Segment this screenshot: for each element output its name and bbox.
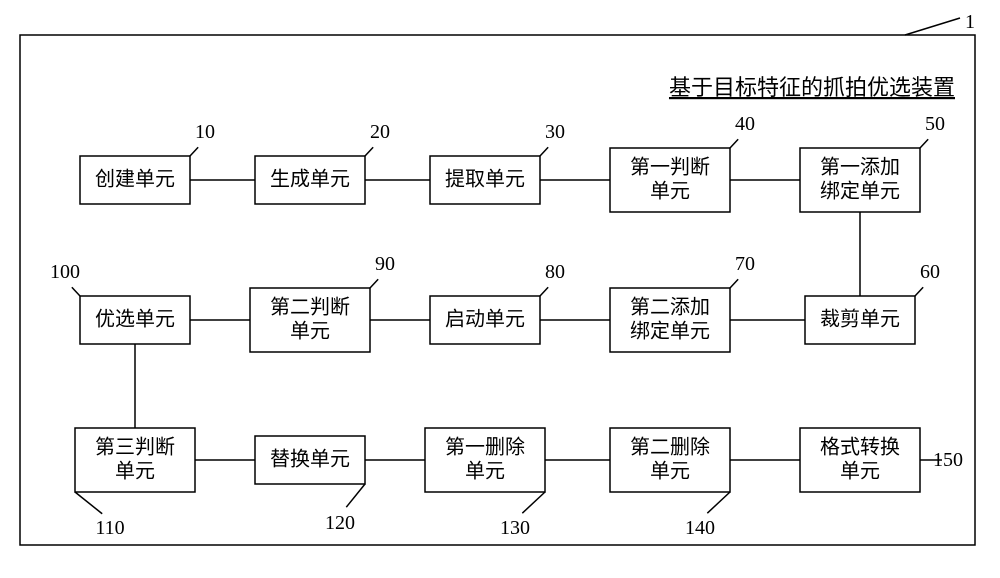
diagram-canvas: 基于目标特征的抓拍优选装置1创建单元10生成单元20提取单元30第一判断单元40… bbox=[0, 0, 1000, 578]
unit-box-text: 提取单元 bbox=[445, 168, 525, 191]
unit-label-number: 120 bbox=[325, 512, 355, 534]
unit-box-text: 第一添加 bbox=[820, 156, 900, 179]
unit-box-text: 第一判断 bbox=[630, 156, 710, 179]
unit-label-number: 30 bbox=[545, 121, 565, 143]
diagram-title: 基于目标特征的抓拍优选装置 bbox=[669, 75, 955, 100]
unit-box-text: 创建单元 bbox=[95, 168, 175, 191]
unit-label-number: 70 bbox=[735, 253, 755, 275]
unit-box-text: 裁剪单元 bbox=[820, 308, 900, 331]
unit-box-text: 第三判断 bbox=[95, 436, 175, 459]
unit-box-text: 格式转换 bbox=[820, 436, 900, 459]
unit-label-number: 50 bbox=[925, 113, 945, 135]
unit-label-number: 100 bbox=[50, 261, 80, 283]
unit-box-text: 生成单元 bbox=[270, 168, 350, 191]
unit-label-number: 140 bbox=[685, 517, 715, 539]
unit-label-number: 60 bbox=[920, 261, 940, 283]
unit-label-number: 90 bbox=[375, 253, 395, 275]
unit-box-text: 单元 bbox=[840, 460, 880, 483]
unit-label-number: 110 bbox=[95, 517, 124, 539]
unit-box-text: 优选单元 bbox=[95, 308, 175, 331]
unit-label-number: 80 bbox=[545, 261, 565, 283]
unit-box-text: 替换单元 bbox=[270, 448, 350, 471]
unit-label-number: 10 bbox=[195, 121, 215, 143]
unit-box-text: 第二删除 bbox=[630, 436, 710, 459]
unit-label-number: 150 bbox=[933, 449, 963, 471]
unit-label-number: 130 bbox=[500, 517, 530, 539]
unit-box-text: 单元 bbox=[115, 460, 155, 483]
unit-box-text: 第二判断 bbox=[270, 296, 350, 319]
unit-box-text: 单元 bbox=[650, 460, 690, 483]
unit-box-text: 绑定单元 bbox=[630, 320, 710, 343]
unit-box-text: 第一删除 bbox=[445, 436, 525, 459]
outer-label-text: 1 bbox=[965, 11, 975, 33]
unit-box-text: 第二添加 bbox=[630, 296, 710, 319]
unit-box-text: 绑定单元 bbox=[820, 180, 900, 203]
unit-label-number: 40 bbox=[735, 113, 755, 135]
unit-label-number: 20 bbox=[370, 121, 390, 143]
unit-box-text: 单元 bbox=[650, 180, 690, 203]
unit-box-text: 单元 bbox=[290, 320, 330, 343]
unit-box-text: 单元 bbox=[465, 460, 505, 483]
unit-box-text: 启动单元 bbox=[445, 308, 525, 331]
